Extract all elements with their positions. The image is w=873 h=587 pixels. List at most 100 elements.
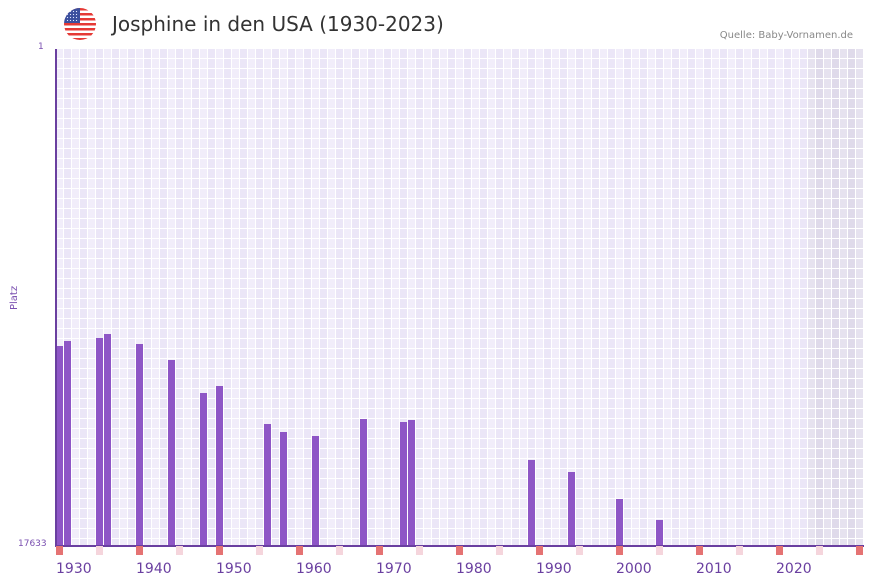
grid-cell — [552, 349, 560, 359]
grid-cell — [560, 139, 568, 149]
grid-cell — [824, 89, 832, 99]
grid-cell — [776, 199, 784, 209]
grid-cell — [544, 159, 552, 169]
grid-cell — [560, 169, 568, 179]
grid-cell — [688, 369, 696, 379]
grid-cell — [320, 239, 328, 249]
grid-cell — [464, 69, 472, 79]
grid-cell — [608, 199, 616, 209]
grid-cell — [256, 299, 264, 309]
grid-cell — [376, 139, 384, 149]
grid-cell — [400, 319, 408, 329]
grid-cell — [520, 329, 528, 339]
grid-cell — [64, 279, 72, 289]
grid-cell — [360, 199, 368, 209]
grid-cell — [248, 169, 256, 179]
grid-cell — [504, 349, 512, 359]
grid-cell — [56, 89, 64, 99]
grid-cell — [704, 209, 712, 219]
grid-cell — [584, 259, 592, 269]
grid-cell — [792, 79, 800, 89]
grid-cell — [56, 139, 64, 149]
grid-cell — [424, 229, 432, 239]
grid-cell — [800, 169, 808, 179]
grid-cell — [248, 229, 256, 239]
grid-cell — [808, 209, 816, 219]
grid-cell — [512, 89, 520, 99]
grid-cell — [624, 179, 632, 189]
grid-cell — [344, 319, 352, 329]
grid-cell — [760, 379, 768, 389]
grid-cell — [144, 209, 152, 219]
grid-cell — [472, 109, 480, 119]
grid-cell — [704, 99, 712, 109]
grid-cell — [672, 129, 680, 139]
grid-cell — [688, 249, 696, 259]
grid-cell — [80, 89, 88, 99]
grid-cell — [608, 109, 616, 119]
grid-cell — [816, 249, 824, 259]
grid-cell — [152, 69, 160, 79]
grid-cell — [608, 129, 616, 139]
grid-cell — [296, 89, 304, 99]
grid-cell — [120, 279, 128, 289]
grid-cell — [136, 279, 144, 289]
grid-cell — [752, 219, 760, 229]
grid-cell — [688, 149, 696, 159]
grid-cell — [840, 189, 848, 199]
grid-cell — [464, 339, 472, 349]
grid-cell — [608, 59, 616, 69]
grid-cell — [480, 109, 488, 119]
grid-cell — [552, 149, 560, 159]
grid-cell — [624, 369, 632, 379]
grid-cell — [536, 359, 544, 369]
grid-cell — [184, 329, 192, 339]
grid-cell — [504, 239, 512, 249]
grid-cell — [336, 179, 344, 189]
grid-cell — [600, 109, 608, 119]
grid-cell — [80, 269, 88, 279]
grid-cell — [80, 359, 88, 369]
grid-cell — [592, 219, 600, 229]
grid-cell — [616, 319, 624, 329]
grid-cell — [560, 199, 568, 209]
grid-cell — [672, 59, 680, 69]
grid-cell — [72, 249, 80, 259]
grid-cell — [600, 319, 608, 329]
grid-cell — [632, 109, 640, 119]
grid-cell — [192, 289, 200, 299]
grid-cell — [72, 89, 80, 99]
grid-cell — [432, 189, 440, 199]
grid-cell — [624, 359, 632, 369]
grid-cell — [424, 259, 432, 269]
grid-cell — [792, 109, 800, 119]
grid-cell — [72, 179, 80, 189]
grid-cell — [648, 49, 656, 59]
grid-cell — [608, 319, 616, 329]
grid-cell — [168, 249, 176, 259]
grid-cell — [240, 59, 248, 69]
grid-cell — [848, 309, 856, 319]
grid-cell — [808, 169, 816, 179]
grid-cell — [672, 179, 680, 189]
grid-cell — [328, 269, 336, 279]
grid-cell — [448, 119, 456, 129]
grid-cell — [848, 159, 856, 169]
grid-cell — [208, 109, 216, 119]
grid-cell — [232, 269, 240, 279]
grid-cell — [344, 149, 352, 159]
grid-cell — [304, 89, 312, 99]
grid-cell — [200, 289, 208, 299]
grid-cell — [792, 359, 800, 369]
grid-cell — [232, 329, 240, 339]
grid-cell — [792, 219, 800, 229]
grid-cell — [600, 339, 608, 349]
grid-cell — [312, 379, 320, 389]
grid-cell — [440, 319, 448, 329]
grid-cell — [416, 319, 424, 329]
grid-cell — [472, 189, 480, 199]
grid-cell — [352, 199, 360, 209]
grid-cell — [176, 69, 184, 79]
grid-cell — [736, 279, 744, 289]
grid-cell — [496, 329, 504, 339]
